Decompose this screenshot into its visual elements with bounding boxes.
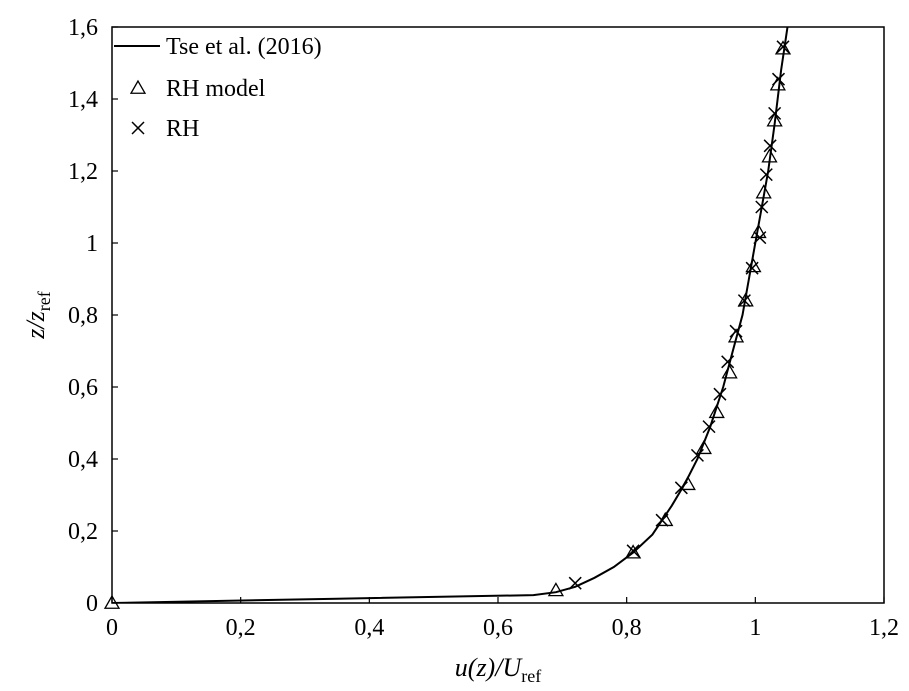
cross-marker [776,40,790,54]
legend-cross-swatch [131,121,145,135]
cross-stroke [753,231,767,245]
cross-stroke [131,121,145,135]
cross-marker [721,355,735,369]
cross-stroke [568,576,582,590]
x-axis-label-main: u(z)/U [455,653,524,682]
cross-stroke [745,261,759,275]
triangle-marker [737,292,754,307]
cross-marker [755,200,769,214]
cross-marker [713,387,727,401]
cross-marker [763,139,777,153]
y-tick-label: 1,6 [68,15,98,41]
legend-triangle-swatch [129,79,147,94]
y-tick-label: 0 [86,591,98,617]
legend-label: RH [166,116,199,142]
triangle-marker [721,364,738,379]
triangle-marker [766,112,783,127]
x-tick-label: 0,2 [226,615,256,641]
x-tick-label: 0,8 [612,615,642,641]
triangle-marker [624,544,642,559]
cross-marker [674,481,688,495]
y-tick-label: 1,4 [68,87,98,113]
cross-stroke [690,448,704,462]
triangle-marker [774,40,792,55]
x-axis-ticks: 0 0,2 0,4 0,6 0,8 1 1,2 [106,597,899,641]
y-axis-label-sub: ref [34,291,54,311]
x-tick-label: 0 [106,615,118,641]
y-tick-label: 1 [86,231,98,257]
cross-stroke [729,324,743,338]
cross-stroke [737,294,751,308]
cross-marker [690,448,704,462]
cross-stroke [768,106,782,120]
x-tick-label: 0,4 [354,615,384,641]
cross-marker [626,544,640,558]
cross-stroke [721,355,735,369]
cross-stroke [674,481,688,495]
legend-label: Tse et al. (2016) [166,34,322,60]
triangle-marker [103,594,121,609]
triangle-marker [679,475,696,491]
y-tick-label: 0,8 [68,303,98,329]
triangle-marker [708,403,725,419]
x-tick-label: 1,2 [869,615,899,641]
series-line-tse [112,27,789,603]
x-axis-label-sub: ref [521,666,541,686]
cross-stroke [626,544,640,558]
legend-label: RH model [166,76,266,102]
cross-marker [759,168,773,182]
y-axis-label: z/zref [21,291,54,339]
cross-marker [753,231,767,245]
cross-marker [771,72,786,86]
cross-marker [745,261,759,275]
y-axis-ticks: 0 0,2 0,4 0,6 0,8 1 1,2 1,4 1,6 [68,15,118,617]
x-tick-label: 0,6 [483,615,513,641]
cross-stroke [759,168,773,182]
legend: Tse et al. (2016) RH model RH [114,34,322,142]
cross-stroke [713,387,727,401]
y-tick-label: 0,6 [68,375,98,401]
cross-stroke [702,420,716,434]
y-axis-label-main: z/z [21,311,50,339]
cross-marker [702,420,716,434]
cross-marker [768,106,782,120]
cross-marker [655,513,669,527]
series-layer [103,27,792,609]
x-axis-label: u(z)/Uref [455,653,541,686]
cross-stroke [755,200,769,214]
plot-area [111,26,885,604]
triangle-marker [695,439,712,455]
triangle-marker [761,148,778,163]
triangle-marker [750,223,767,239]
triangle-marker [547,582,565,597]
cross-stroke [776,40,790,54]
y-tick-label: 1,2 [68,159,98,185]
cross-stroke [771,72,786,86]
x-tick-label: 1 [749,615,761,641]
cross-marker [568,576,582,590]
cross-stroke [763,139,777,153]
y-tick-label: 0,2 [68,519,98,545]
y-tick-label: 0,4 [68,447,98,473]
cross-marker [729,324,743,338]
cross-marker [737,294,751,308]
cross-stroke [655,513,669,527]
triangle-marker [755,184,772,199]
